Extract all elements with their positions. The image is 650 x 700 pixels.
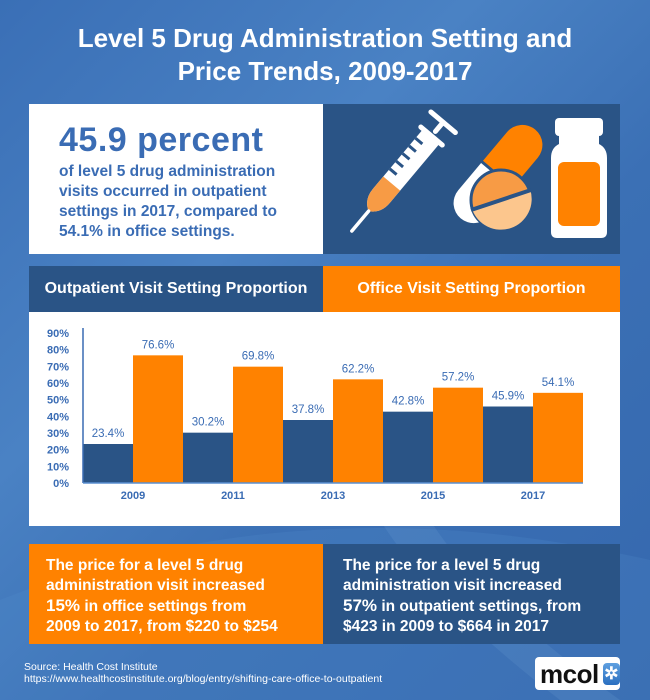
data-label: 30.2% (192, 417, 225, 429)
y-tick-label: 40% (47, 411, 69, 423)
syringe-icon (350, 109, 458, 233)
bar-outpatient (83, 444, 133, 483)
data-label: 42.8% (392, 396, 425, 408)
data-label: 54.1% (542, 377, 575, 389)
bar-outpatient (183, 432, 233, 483)
office-price-line: administration visit increased (46, 577, 265, 594)
outpatient-price-callout: The price for a level 5 drug administrat… (323, 544, 620, 644)
x-tick-label: 2011 (221, 490, 245, 502)
data-label: 62.2% (342, 363, 375, 375)
source-label: Source: Health Cost Institute (24, 661, 158, 673)
medication-illustration (323, 104, 620, 254)
data-label: 57.2% (442, 372, 475, 384)
data-label: 37.8% (292, 404, 325, 416)
outpatient-price-line: administration visit increased (343, 577, 562, 594)
source-url[interactable]: https://www.healthcostinstitute.org/blog… (24, 673, 383, 685)
y-tick-label: 70% (47, 361, 69, 373)
mcol-logo: mcol ✲ (535, 657, 620, 690)
highlight-line: 54.1% in office settings. (59, 223, 235, 240)
outpatient-price-line: 57% in outpatient settings, from (343, 596, 620, 617)
highlight-line: visits occurred in outpatient (59, 183, 267, 200)
highlight-line: settings in 2017, compared to (59, 203, 277, 220)
legend-outpatient: Outpatient Visit Setting Proportion (29, 266, 323, 312)
y-tick-label: 0% (53, 478, 69, 490)
x-tick-label: 2015 (421, 490, 445, 502)
title-line-2: Price Trends, 2009-2017 (177, 56, 473, 86)
office-price-line-rest: in office settings from (80, 598, 247, 615)
bar-office (433, 387, 483, 483)
legend-office: Office Visit Setting Proportion (323, 266, 620, 312)
y-tick-label: 50% (47, 395, 69, 407)
bar-office (233, 366, 283, 483)
x-tick-label: 2013 (321, 490, 345, 502)
office-price-increase: 15% (46, 596, 81, 615)
bar-outpatient (483, 406, 533, 483)
bar-outpatient (383, 411, 433, 483)
bar-outpatient (283, 420, 333, 483)
bar-office (533, 392, 583, 483)
bar-office (133, 355, 183, 483)
highlight-stat-text: of level 5 drug administration visits oc… (59, 162, 323, 242)
y-tick-label: 20% (47, 445, 69, 457)
office-price-line: 2009 to 2017, from $220 to $254 (46, 618, 278, 635)
data-label: 76.6% (142, 339, 175, 351)
office-price-line: 15% in office settings from (46, 596, 323, 617)
y-tick-label: 80% (47, 345, 69, 357)
outpatient-price-line: The price for a level 5 drug (343, 557, 541, 574)
highlight-stat-box: 45.9 percent of level 5 drug administrat… (29, 104, 323, 254)
page-title: Level 5 Drug Administration Setting and … (0, 22, 650, 88)
x-tick-label: 2009 (121, 490, 145, 502)
outpatient-price-line: $423 in 2009 to $664 in 2017 (343, 618, 549, 635)
x-tick-label: 2017 (521, 490, 545, 502)
outpatient-price-increase: 57% (343, 596, 378, 615)
highlight-line: of level 5 drug administration (59, 163, 276, 180)
bar-chart-svg: 0% 10% 20% 30% 40% 50% 60% 70% 80% 90% 23.4% 76.6% 2… (47, 328, 583, 502)
source-citation: Source: Health Cost Institute https://ww… (24, 661, 382, 685)
data-label: 45.9% (492, 391, 525, 403)
title-line-1: Level 5 Drug Administration Setting and (77, 23, 573, 53)
y-tick-label: 90% (47, 328, 69, 340)
bar-office (333, 379, 383, 483)
pill-bottle-icon (551, 118, 607, 238)
highlight-stat-value: 45.9 percent (59, 121, 264, 159)
data-label: 23.4% (92, 428, 125, 440)
bar-chart: 0% 10% 20% 30% 40% 50% 60% 70% 80% 90% 23.4% 76.6% 2… (29, 312, 620, 526)
outpatient-price-line-rest: in outpatient settings, from (377, 598, 582, 615)
data-label: 69.8% (242, 351, 275, 363)
tablet-icon (469, 168, 533, 232)
y-tick-label: 30% (47, 428, 69, 440)
office-price-callout: The price for a level 5 drug administrat… (29, 544, 323, 644)
logo-text: mcol (540, 658, 599, 689)
y-tick-label: 10% (47, 461, 69, 473)
logo-asterisk-icon: ✲ (602, 662, 620, 685)
office-price-line: The price for a level 5 drug (46, 557, 244, 574)
y-tick-label: 60% (47, 378, 69, 390)
